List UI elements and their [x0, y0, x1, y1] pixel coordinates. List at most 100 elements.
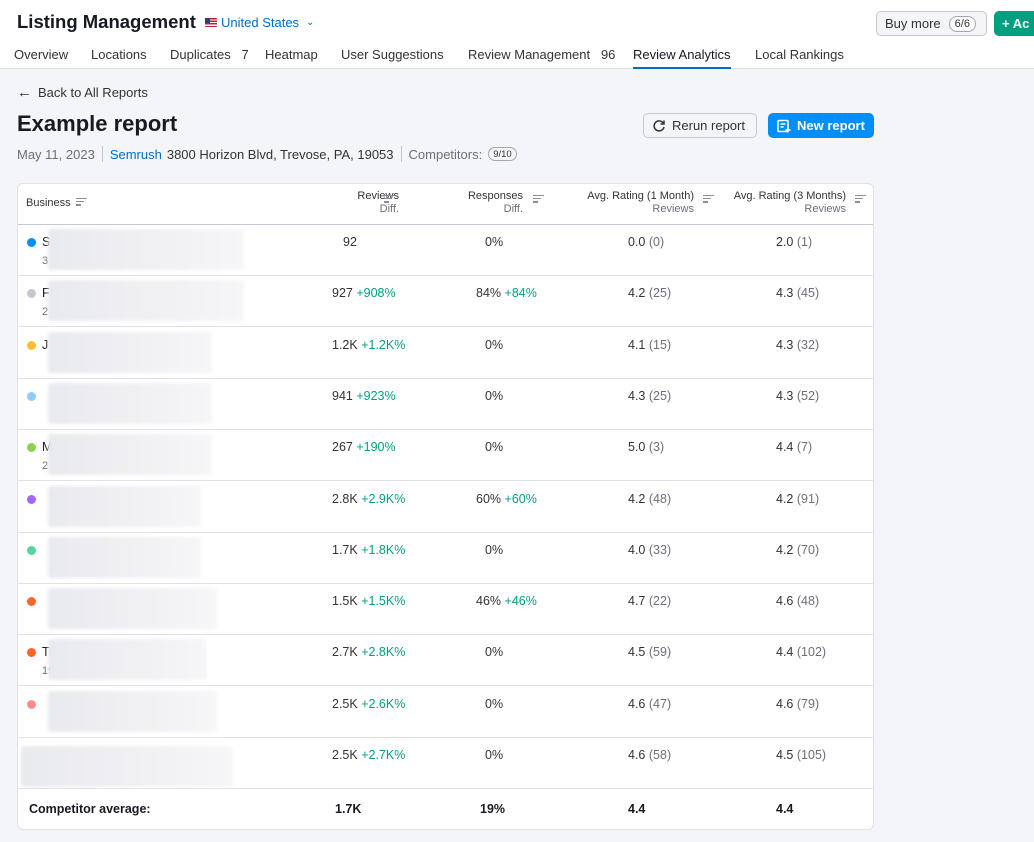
sort-icon — [384, 195, 395, 203]
redacted-business-info — [48, 331, 212, 373]
report-date: May 11, 2023 — [17, 146, 95, 162]
table-row[interactable]: J 1.2K +1.2K% 0% 4.1 (15) 4.3 (32) — [18, 328, 873, 379]
rating-3-months-cell: 2.0 (1) — [776, 235, 813, 249]
rating-1-month-cell: 4.7 (22) — [628, 594, 672, 609]
competitors-label: Competitors: — [408, 146, 483, 162]
table-row[interactable]: 2.8K +2.9K% 60% +60% 4.2 (48) 4.2 (91) — [18, 482, 873, 533]
responses-cell: 46% +46% — [476, 594, 537, 609]
reviews-cell: 267 +190% — [332, 440, 396, 455]
table-row[interactable]: 941 +923% 0% 4.3 (25) 4.3 (52) — [18, 379, 873, 430]
divider — [101, 146, 103, 162]
rating-1-month-cell: 4.2 (48) — [628, 491, 672, 506]
business-address: 2 — [42, 460, 49, 473]
business-name[interactable]: M — [42, 440, 52, 454]
tab-overview[interactable]: Overview — [14, 47, 69, 62]
buy-more-count-badge: 6/6 — [948, 15, 976, 32]
country-selector[interactable]: United States ⌄ — [205, 15, 314, 30]
tab-review-management[interactable]: Review Management 96 — [468, 47, 616, 62]
business-name[interactable]: J — [42, 337, 49, 352]
analytics-table: Business Reviews Diff. Responses Diff. A… — [17, 183, 874, 830]
reviews-cell: 92 — [343, 235, 357, 249]
back-label: Back to All Reports — [38, 85, 148, 100]
redacted-business-info — [48, 485, 201, 527]
rating-1-month-cell: 4.5 (59) — [628, 645, 672, 660]
table-row[interactable]: S 3 92 0% 0.0 (0) 2.0 (1) — [18, 225, 873, 276]
rating-3-months-cell: 4.3 (52) — [776, 388, 820, 403]
responses-diff: +84% — [504, 286, 537, 301]
responses-cell: 0% — [485, 748, 504, 762]
redacted-business-info — [48, 690, 217, 732]
business-address: 3800 Horizon Blvd, Trevose, PA, 19053 — [166, 146, 394, 162]
rating-3-months-cell: 4.3 (45) — [776, 286, 820, 301]
reviews-diff: +923% — [356, 388, 396, 403]
rating-1-month-cell: 4.6 (58) — [628, 748, 672, 762]
rating-3-months-cell: 4.6 (79) — [776, 696, 820, 711]
table-row[interactable]: 2.5K +2.6K% 0% 4.6 (47) 4.6 (79) — [18, 687, 873, 738]
reviews-cell: 941 +923% — [332, 388, 396, 403]
table-row[interactable]: 1.5K +1.5K% 46% +46% 4.7 (22) 4.6 (48) — [18, 584, 873, 636]
redacted-business-info — [21, 746, 233, 787]
competitor-color-dot — [27, 494, 36, 504]
buy-more-label: Buy more — [885, 16, 941, 31]
reviews-diff: +2.7K% — [361, 748, 406, 762]
business-name[interactable]: F — [42, 286, 50, 301]
new-report-icon — [777, 119, 791, 132]
sort-icon — [75, 198, 87, 206]
tab-duplicates[interactable]: Duplicates 7 — [170, 47, 249, 62]
rating-3-months-cell: 4.4 (7) — [776, 440, 813, 455]
competitor-color-dot — [27, 699, 36, 709]
responses-cell: 0% — [485, 337, 504, 352]
reviews-diff: +2.8K% — [361, 645, 406, 660]
column-header-rating-1-month[interactable]: Avg. Rating (1 Month) Reviews — [587, 190, 694, 215]
country-label: United States — [221, 15, 300, 30]
table-header: Business Reviews Diff. Responses Diff. A… — [18, 184, 873, 225]
table-row[interactable]: M 2 267 +190% 0% 5.0 (3) 4.4 (7) — [18, 430, 873, 482]
report-meta: May 11, 2023 Semrush 3800 Horizon Blvd, … — [17, 146, 517, 162]
responses-cell: 60% +60% — [476, 491, 537, 506]
competitor-average-row: Competitor average: 1.7K 19% 4.4 4.4 — [18, 789, 873, 829]
tab-review-analytics[interactable]: Review Analytics — [633, 47, 731, 69]
brand-link[interactable]: Semrush — [109, 146, 162, 162]
tab-locations[interactable]: Locations — [91, 47, 147, 62]
table-row[interactable]: 2.5K +2.7K% 0% 4.6 (58) 4.5 (105) — [18, 738, 873, 789]
responses-cell: 0% — [485, 696, 504, 711]
average-rating-1-month: 4.4 — [628, 802, 646, 816]
responses-diff: +60% — [504, 491, 537, 506]
tab-user-suggestions[interactable]: User Suggestions — [341, 47, 444, 62]
back-link[interactable]: ← Back to All Reports — [17, 85, 148, 100]
add-button[interactable]: + Ac — [994, 11, 1034, 36]
reviews-cell: 1.7K +1.8K% — [332, 542, 406, 557]
competitors-count-badge: 9/10 — [488, 147, 517, 161]
buy-more-button[interactable]: Buy more 6/6 — [876, 11, 987, 36]
tab-heatmap[interactable]: Heatmap — [265, 47, 318, 62]
refresh-icon — [653, 119, 665, 132]
table-row[interactable]: 1.7K +1.8K% 0% 4.0 (33) 4.2 (70) — [18, 533, 873, 584]
redacted-business-info — [48, 280, 244, 322]
table-row[interactable]: F 2 927 +908% 84% +84% 4.2 (25) 4.3 (45) — [18, 276, 873, 328]
column-header-rating-3-months[interactable]: Avg. Rating (3 Months) Reviews — [733, 190, 846, 215]
reviews-cell: 2.5K +2.7K% — [332, 748, 406, 762]
column-header-business[interactable]: Business — [26, 197, 87, 210]
column-header-reviews[interactable]: Reviews Diff. — [357, 190, 399, 215]
top-header: Listing Management United States ⌄ Buy m… — [0, 0, 1034, 69]
reviews-cell: 927 +908% — [332, 286, 396, 301]
rerun-report-button[interactable]: Rerun report — [643, 113, 757, 138]
reviews-cell: 1.2K +1.2K% — [332, 337, 406, 352]
redacted-business-info — [48, 434, 212, 476]
table-row[interactable]: Th192.7K +2.8K%0%4.5 (59)4.4 (102) — [18, 635, 873, 687]
competitor-color-dot — [27, 391, 36, 401]
rerun-label: Rerun report — [672, 118, 745, 133]
average-responses: 19% — [480, 802, 506, 816]
business-name[interactable]: S — [42, 235, 51, 249]
reviews-diff: +2.9K% — [361, 491, 406, 506]
competitor-color-dot — [27, 443, 36, 453]
rating-3-months-cell: 4.5 (105) — [776, 748, 827, 762]
column-header-responses[interactable]: Responses Diff. — [467, 190, 523, 215]
new-report-button[interactable]: New report — [768, 113, 874, 138]
competitor-color-dot — [27, 597, 36, 607]
rating-1-month-cell: 5.0 (3) — [628, 440, 665, 455]
competitor-average-label: Competitor average: — [29, 802, 151, 816]
divider — [400, 146, 402, 162]
rating-3-months-cell: 4.2 (91) — [776, 491, 820, 506]
tab-local-rankings[interactable]: Local Rankings — [755, 47, 844, 62]
